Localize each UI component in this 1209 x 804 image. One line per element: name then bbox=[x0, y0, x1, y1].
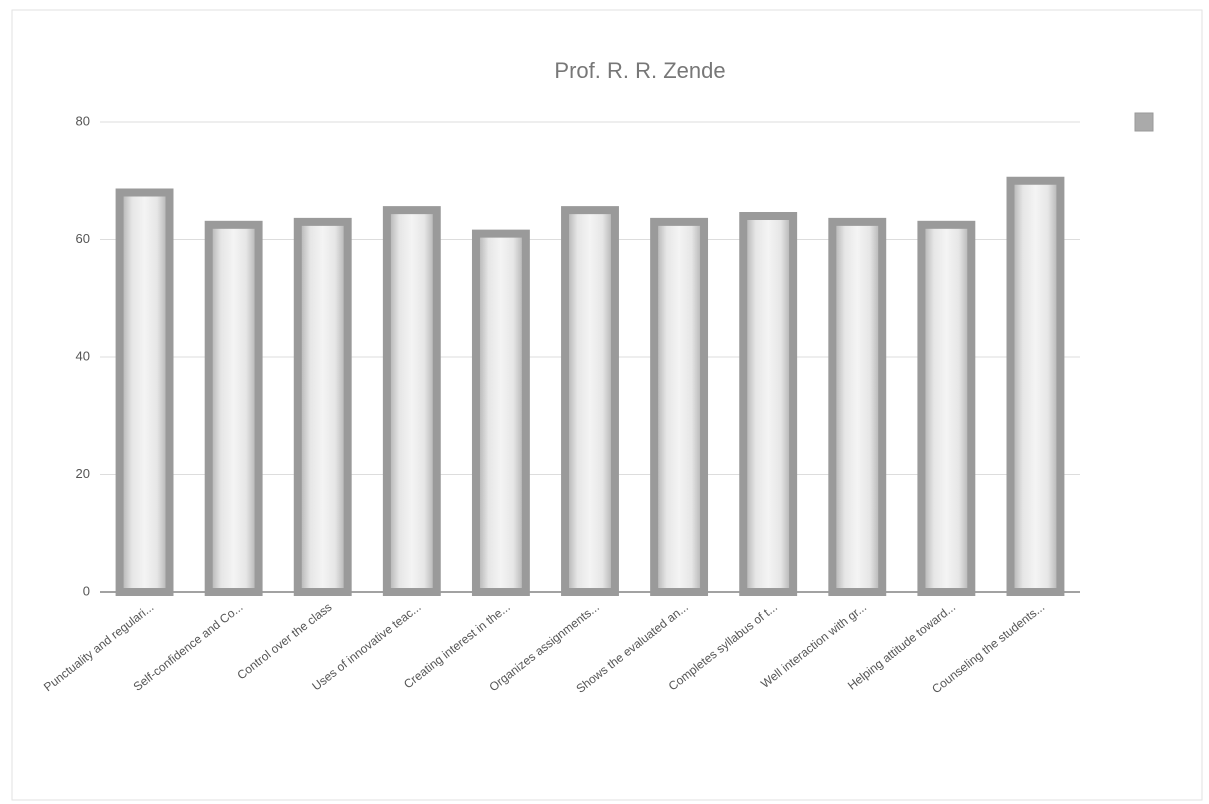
bar bbox=[739, 212, 798, 596]
bar bbox=[382, 206, 441, 596]
y-tick-label: 20 bbox=[76, 466, 90, 481]
bar bbox=[115, 188, 174, 596]
bar bbox=[917, 220, 976, 596]
bar bbox=[650, 217, 709, 596]
bar bbox=[561, 206, 619, 596]
bar bbox=[204, 220, 263, 596]
y-tick-label: 60 bbox=[76, 231, 90, 246]
y-tick-label: 40 bbox=[76, 348, 90, 363]
bar bbox=[293, 217, 352, 596]
legend-swatch bbox=[1134, 112, 1154, 132]
bar bbox=[828, 217, 887, 596]
y-tick-label: 80 bbox=[76, 113, 90, 128]
y-tick-label: 0 bbox=[83, 583, 90, 598]
bar bbox=[471, 229, 530, 596]
bar bbox=[1006, 176, 1065, 596]
chart-title: Prof. R. R. Zende bbox=[554, 58, 725, 83]
chart-frame bbox=[11, 9, 1203, 801]
x-tick-label: Control over the class bbox=[234, 600, 334, 682]
